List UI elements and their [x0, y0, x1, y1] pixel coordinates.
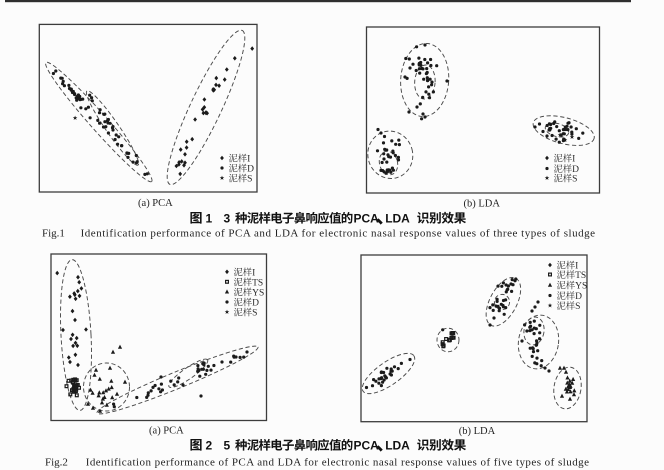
svg-text:2: 2: [206, 439, 213, 453]
svg-text:Fig.2: Fig.2: [45, 457, 68, 469]
svg-text:LDA: LDA: [385, 439, 410, 453]
svg-text:TS: TS: [252, 278, 263, 288]
svg-text:Identification performance of: Identification performance of PCA and LD…: [86, 457, 589, 469]
svg-text:(a) PCA: (a) PCA: [149, 426, 184, 437]
svg-text:S: S: [247, 175, 252, 185]
svg-text:S: S: [252, 309, 257, 319]
svg-text:1: 1: [206, 212, 213, 226]
svg-text:LDA: LDA: [385, 212, 410, 226]
svg-text:(b) LDA: (b) LDA: [459, 426, 496, 437]
svg-text:YS: YS: [575, 282, 587, 292]
svg-text:S: S: [572, 175, 577, 185]
svg-text:5: 5: [224, 439, 231, 453]
svg-text:S: S: [575, 302, 580, 312]
svg-text:D: D: [572, 165, 579, 175]
svg-text:(b) LDA: (b) LDA: [463, 199, 500, 210]
svg-text:D: D: [247, 165, 254, 175]
svg-text:I: I: [572, 155, 575, 165]
svg-text:PCA: PCA: [354, 212, 380, 226]
svg-text:(a) PCA: (a) PCA: [138, 198, 173, 209]
svg-text:Identification performance of: Identification performance of PCA and LD…: [81, 228, 596, 240]
svg-text:D: D: [575, 292, 582, 302]
svg-text:D: D: [252, 299, 259, 309]
svg-text:TS: TS: [575, 271, 586, 281]
svg-text:I: I: [247, 155, 250, 165]
svg-text:YS: YS: [252, 288, 264, 298]
svg-text:Fig.1: Fig.1: [42, 228, 65, 240]
svg-text:I: I: [252, 268, 255, 278]
svg-text:I: I: [575, 262, 578, 272]
svg-text:3: 3: [224, 212, 231, 226]
svg-text:PCA: PCA: [354, 439, 380, 453]
